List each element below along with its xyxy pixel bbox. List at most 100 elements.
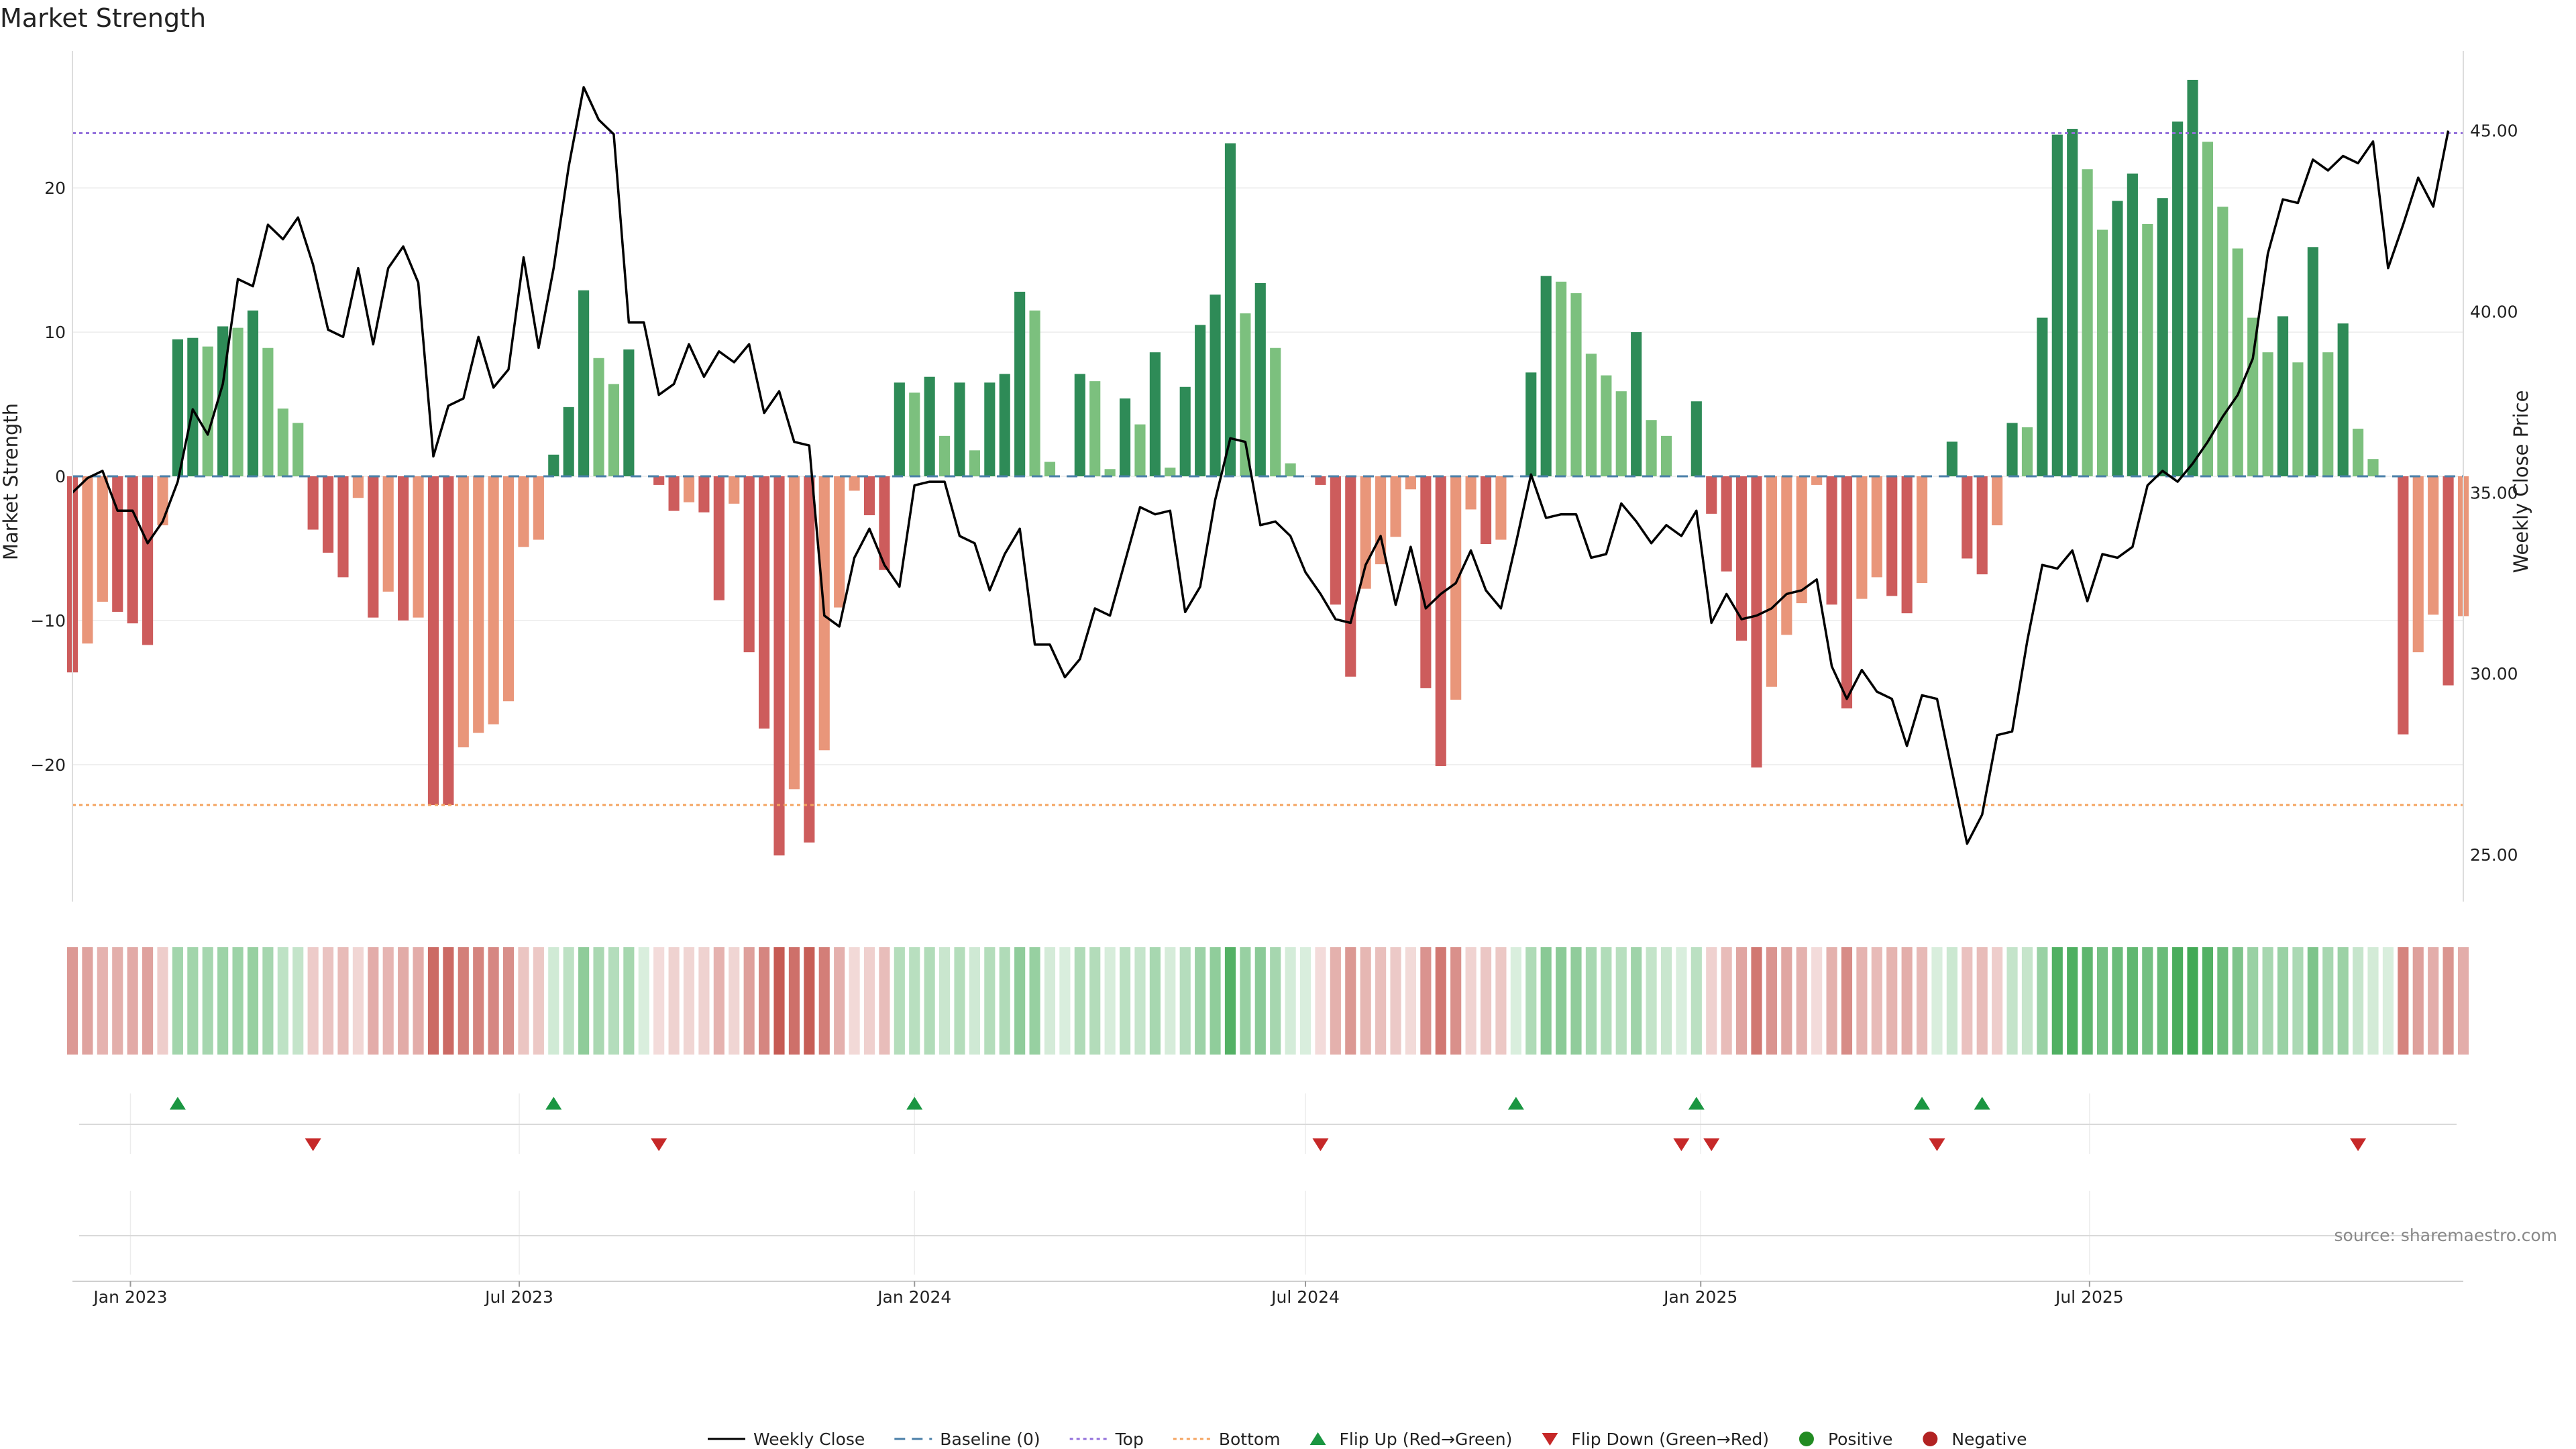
strength-bar: [202, 346, 213, 476]
strength-cell: [172, 947, 183, 1055]
strength-bar: [2367, 459, 2379, 476]
legend-item: Bottom: [1173, 1430, 1281, 1449]
strength-cell: [352, 947, 364, 1055]
strength-bar: [1254, 283, 1266, 476]
reference-lines: [72, 132, 2463, 806]
strength-bar: [1149, 352, 1161, 476]
legend-item: Baseline (0): [894, 1430, 1040, 1449]
strength-cell: [277, 947, 288, 1055]
x-tick-label: Jan 2024: [876, 1287, 951, 1307]
strength-bar: [2187, 79, 2198, 477]
strength-bar: [1240, 313, 1251, 476]
flip-up-marker: [169, 1097, 186, 1110]
strength-bar: [653, 476, 665, 485]
strength-cell: [2157, 947, 2168, 1055]
strength-cell: [924, 947, 935, 1055]
strength-bar: [1465, 476, 1477, 510]
legend-label: Bottom: [1219, 1430, 1281, 1449]
strength-cell: [427, 947, 439, 1055]
strength-cell: [1690, 947, 1702, 1055]
strength-bar: [1495, 476, 1507, 540]
strength-bar: [1856, 476, 1868, 599]
strength-cell: [788, 947, 800, 1055]
legend-label: Flip Down (Green→Red): [1571, 1430, 1769, 1449]
strength-bar: [398, 476, 409, 621]
strength-bar: [1165, 468, 1176, 476]
legend-swatch: [1923, 1432, 1938, 1446]
strength-cell: [729, 947, 740, 1055]
strength-bar: [1631, 332, 1642, 476]
strength-cell: [2367, 947, 2379, 1055]
strength-cell: [1615, 947, 1627, 1055]
strength-cell: [653, 947, 665, 1055]
strength-heat-strip: [66, 947, 2469, 1055]
strength-cell: [368, 947, 379, 1055]
strength-bar: [1570, 293, 1582, 476]
strength-bar: [1360, 476, 1371, 589]
y-tick-label-left: 20: [44, 178, 66, 198]
strength-bar: [2428, 476, 2439, 615]
strength-bar: [142, 476, 154, 645]
strength-bar: [1480, 476, 1492, 545]
strength-cell: [66, 947, 78, 1055]
strength-cell: [743, 947, 755, 1055]
strength-cell: [488, 947, 499, 1055]
strength-cell: [1104, 947, 1116, 1055]
strength-bar: [1556, 281, 1567, 476]
strength-bar: [2082, 169, 2093, 476]
strength-bar: [1962, 476, 1973, 559]
strength-bar: [2292, 362, 2304, 476]
strength-cell: [1179, 947, 1191, 1055]
strength-bar: [593, 358, 604, 476]
strength-cell: [804, 947, 815, 1055]
strength-cell: [1299, 947, 1311, 1055]
strength-cell: [1149, 947, 1161, 1055]
strength-bar: [1315, 476, 1326, 485]
strength-cell: [398, 947, 409, 1055]
strength-bar: [788, 476, 800, 790]
strength-cell: [1074, 947, 1085, 1055]
strength-bar: [623, 349, 635, 476]
strength-bar: [307, 476, 319, 530]
strength-bar: [1134, 424, 1146, 476]
strength-bar: [1270, 347, 1281, 476]
legend-swatch: [1309, 1432, 1326, 1445]
flip-up-marker: [1914, 1097, 1931, 1110]
strength-cell: [1871, 947, 1882, 1055]
strength-cell: [1992, 947, 2003, 1055]
strength-bar: [849, 476, 860, 491]
strength-bar: [473, 476, 484, 733]
strength-cell: [698, 947, 710, 1055]
strength-cell: [1811, 947, 1823, 1055]
strength-bar: [1721, 476, 1732, 572]
strength-cell: [2006, 947, 2018, 1055]
strength-bar: [1179, 386, 1191, 476]
strength-cell: [2202, 947, 2214, 1055]
strength-cell: [1525, 947, 1537, 1055]
strength-cell: [1495, 947, 1507, 1055]
strength-cell: [2322, 947, 2334, 1055]
strength-cell: [1165, 947, 1176, 1055]
strength-cell: [142, 947, 154, 1055]
x-tick-label: Jul 2024: [1270, 1287, 1340, 1307]
strength-bar: [1089, 381, 1101, 476]
strength-cell: [879, 947, 890, 1055]
strength-bar: [488, 476, 499, 724]
strength-cell: [533, 947, 544, 1055]
strength-cell: [1465, 947, 1477, 1055]
strength-cell: [2082, 947, 2093, 1055]
strength-bar: [172, 339, 183, 476]
strength-cell: [713, 947, 724, 1055]
strength-cell: [1570, 947, 1582, 1055]
strength-bar: [924, 376, 935, 476]
y-axis-label-right: Weekly Close Price: [2510, 390, 2532, 574]
x-tick-label: Jan 2023: [92, 1287, 167, 1307]
strength-bar: [127, 476, 138, 624]
strength-bar: [939, 435, 951, 476]
strength-bar: [759, 476, 770, 729]
strength-cell: [1931, 947, 1943, 1055]
chart-title: Market Strength: [0, 3, 206, 33]
strength-bar: [668, 476, 680, 511]
source-note: source: sharemaestro.com: [2334, 1226, 2558, 1245]
